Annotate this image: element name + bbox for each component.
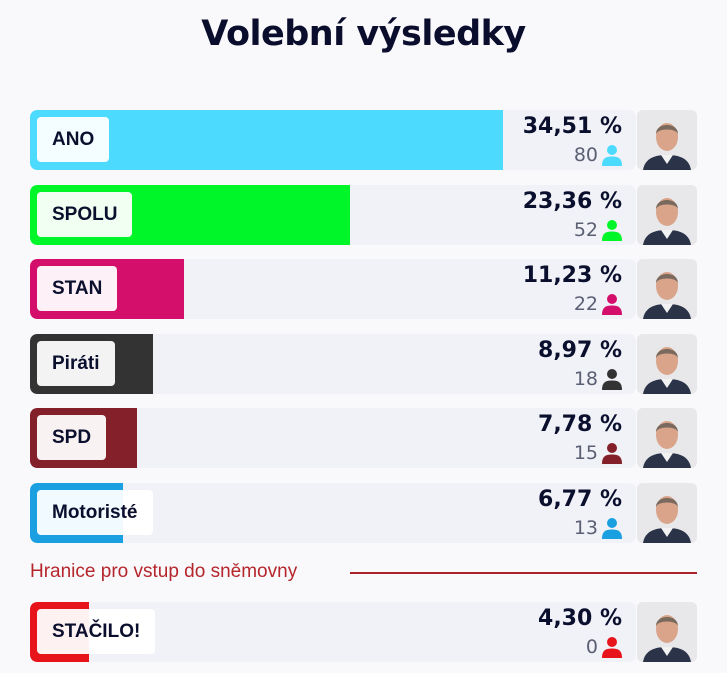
portrait-icon bbox=[637, 110, 697, 170]
person-icon bbox=[602, 518, 622, 539]
leader-photo bbox=[637, 334, 697, 394]
threshold-label: Hranice pro vstup do sněmovny bbox=[30, 561, 298, 582]
bar-track: SPD bbox=[30, 408, 636, 468]
portrait-icon bbox=[637, 334, 697, 394]
person-icon bbox=[602, 220, 622, 241]
page-title: Volební výsledky bbox=[201, 14, 526, 54]
percent-label: 4,30 % bbox=[538, 606, 622, 631]
bar-track: Piráti bbox=[30, 334, 636, 394]
seats-count: 13 bbox=[573, 517, 598, 539]
percent-label: 7,78 % bbox=[538, 412, 622, 437]
leader-photo bbox=[637, 259, 697, 319]
party-row[interactable]: Piráti 8,97 % 18 bbox=[30, 334, 697, 394]
seats-count: 52 bbox=[573, 219, 598, 241]
bar-track: STAČILO! bbox=[30, 602, 636, 662]
bar-track: SPOLU bbox=[30, 185, 636, 245]
party-row[interactable]: Motoristé 6,77 % 13 bbox=[30, 483, 697, 543]
percent-label: 6,77 % bbox=[538, 487, 622, 512]
seats: 18 bbox=[574, 368, 623, 390]
party-row[interactable]: ANO 34,51 % 80 bbox=[30, 110, 697, 170]
portrait-icon bbox=[637, 259, 697, 319]
percent-label: 8,97 % bbox=[538, 338, 622, 363]
person-icon bbox=[602, 443, 622, 464]
percent-label: 23,36 % bbox=[522, 189, 622, 214]
portrait-icon bbox=[637, 185, 697, 245]
party-label: Piráti bbox=[37, 341, 115, 386]
party-row[interactable]: STAČILO! 4,30 % 0 bbox=[30, 602, 697, 662]
seats-count: 15 bbox=[573, 442, 598, 464]
party-label: STAČILO! bbox=[37, 609, 156, 654]
bar-track: ANO bbox=[30, 110, 636, 170]
threshold-divider: Hranice pro vstup do sněmovny bbox=[30, 559, 697, 587]
person-icon bbox=[602, 637, 622, 658]
leader-photo bbox=[637, 483, 697, 543]
portrait-icon bbox=[637, 483, 697, 543]
person-icon bbox=[602, 145, 622, 166]
party-label: SPD bbox=[37, 415, 107, 460]
seats-count: 0 bbox=[585, 636, 598, 658]
person-icon bbox=[602, 369, 622, 390]
party-label: SPOLU bbox=[37, 192, 133, 237]
leader-photo bbox=[637, 408, 697, 468]
percent-label: 34,51 % bbox=[522, 114, 622, 139]
seats: 80 bbox=[574, 144, 623, 166]
seats: 15 bbox=[574, 442, 623, 464]
seats: 13 bbox=[574, 517, 623, 539]
leader-photo bbox=[637, 110, 697, 170]
portrait-icon bbox=[637, 602, 697, 662]
seats: 22 bbox=[574, 293, 623, 315]
leader-photo bbox=[637, 185, 697, 245]
seats: 52 bbox=[574, 219, 623, 241]
bar-track: STAN bbox=[30, 259, 636, 319]
seats-count: 18 bbox=[573, 368, 598, 390]
party-row[interactable]: SPD 7,78 % 15 bbox=[30, 408, 697, 468]
party-label: ANO bbox=[37, 117, 110, 162]
bar-track: Motoristé bbox=[30, 483, 636, 543]
seats: 0 bbox=[586, 636, 623, 658]
threshold-line bbox=[350, 572, 697, 574]
leader-photo bbox=[637, 602, 697, 662]
person-icon bbox=[602, 294, 622, 315]
party-row[interactable]: STAN 11,23 % 22 bbox=[30, 259, 697, 319]
party-label: Motoristé bbox=[37, 490, 153, 535]
party-label: STAN bbox=[37, 266, 118, 311]
seats-count: 80 bbox=[573, 144, 598, 166]
percent-label: 11,23 % bbox=[522, 263, 622, 288]
seats-count: 22 bbox=[573, 293, 598, 315]
party-row[interactable]: SPOLU 23,36 % 52 bbox=[30, 185, 697, 245]
portrait-icon bbox=[637, 408, 697, 468]
